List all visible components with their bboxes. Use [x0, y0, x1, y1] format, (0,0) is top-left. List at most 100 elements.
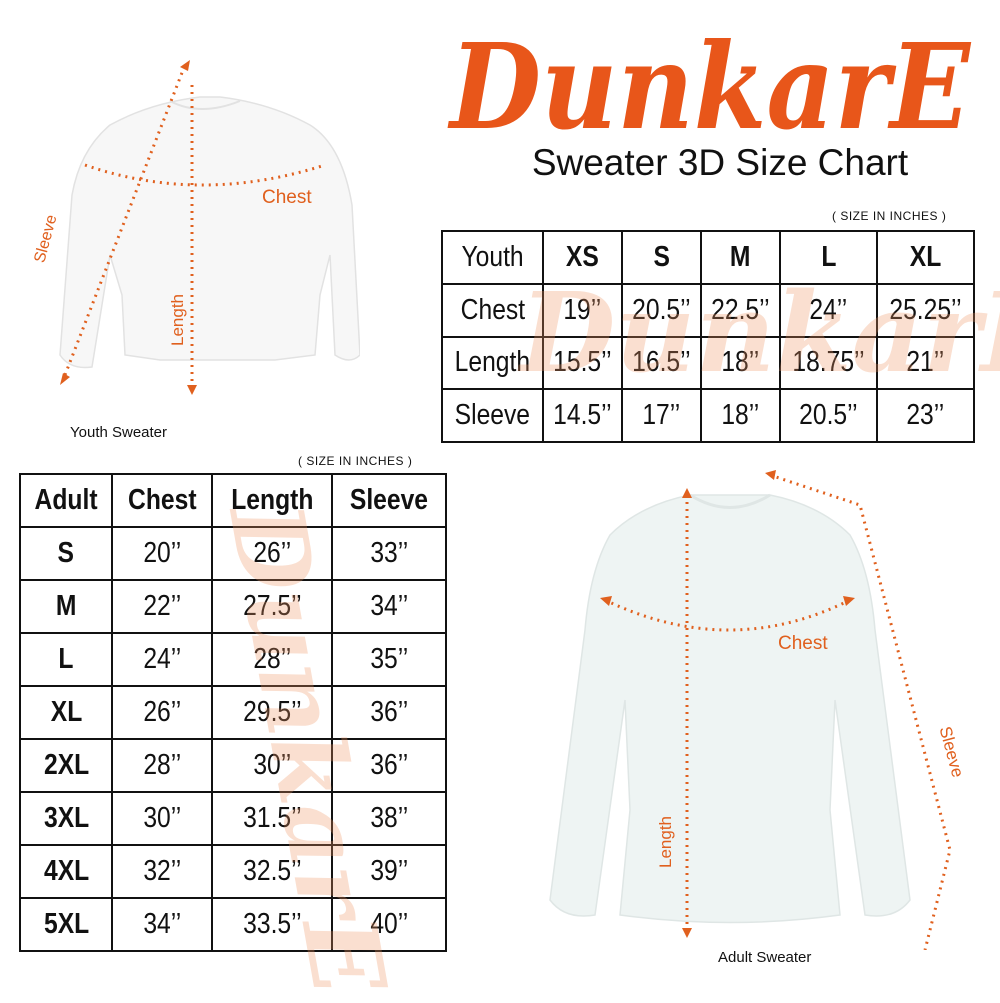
cell-text: 22.5’’	[711, 293, 770, 326]
table-cell: 19’’	[542, 282, 624, 338]
cell-text: 18.75’’	[792, 346, 865, 379]
cell-text: 20.5’’	[799, 399, 858, 432]
table-row: Chest 19’’ 20.5’’ 22.5’’ 24’’ 25.25’’	[440, 282, 975, 338]
cell-text: Sleeve	[454, 399, 531, 432]
cell-text: 27.5’’	[242, 590, 302, 622]
table-cell: 26’’	[211, 526, 334, 581]
row-label: Chest	[440, 282, 545, 338]
cell-text: Length	[454, 346, 531, 379]
table-cell: 18’’	[700, 335, 782, 391]
cell-text: 2XL	[43, 749, 89, 781]
header-cell: Sleeve	[331, 473, 447, 528]
cell-text: 18’’	[721, 399, 760, 432]
adult-chest-label: Chest	[778, 633, 828, 654]
table-header-row: Youth XS S M L XL	[440, 230, 975, 285]
cell-text: 30’’	[253, 749, 292, 781]
cell-text: 36’’	[370, 696, 408, 728]
table-cell: 24’’	[779, 282, 879, 338]
cell-text: 28’’	[253, 643, 292, 675]
cell-text: 5XL	[43, 908, 89, 940]
cell-text: 28’’	[143, 749, 182, 781]
table-cell: 34’’	[331, 579, 447, 634]
cell-text: 31.5’’	[242, 802, 302, 834]
cell-text: 21’’	[906, 346, 945, 379]
cell-text: 36’’	[370, 749, 408, 781]
table-row: 5XL 34’’ 33.5’’ 40’’	[18, 897, 447, 952]
brand-logo: DunkarE	[447, 17, 971, 156]
table-cell: 22’’	[111, 579, 214, 634]
table-cell: 18’’	[700, 388, 782, 443]
cell-text: L	[58, 643, 74, 675]
table-cell: 36’’	[331, 738, 447, 793]
youth-length-label: Length	[168, 294, 187, 346]
cell-text: 24’’	[143, 643, 182, 675]
header-label: Length	[231, 484, 314, 516]
header-cell: Chest	[111, 473, 214, 528]
row-label: Length	[440, 335, 545, 391]
table-cell: 24’’	[111, 632, 214, 687]
header-cell: Adult	[18, 473, 114, 528]
header-label: L	[821, 240, 837, 273]
table-row: 4XL 32’’ 32.5’’ 39’’	[18, 844, 447, 899]
header-cell: S	[621, 230, 703, 285]
header-label: Chest	[128, 484, 197, 516]
adult-caption: Adult Sweater	[718, 949, 812, 966]
cell-text: XL	[50, 696, 82, 728]
cell-text: 30’’	[143, 802, 182, 834]
cell-text: 20’’	[143, 537, 182, 569]
table-cell: 17’’	[621, 388, 703, 443]
youth-caption: Youth Sweater	[70, 424, 168, 441]
cell-text: 22’’	[143, 590, 182, 622]
cell-text: 32.5’’	[242, 855, 302, 887]
header-cell: XS	[542, 230, 624, 285]
cell-text: 18’’	[721, 346, 760, 379]
table-cell: 30’’	[211, 738, 334, 793]
table-cell: 32’’	[111, 844, 214, 899]
table-cell: 25.25’’	[876, 282, 975, 338]
table-cell: 23’’	[876, 388, 975, 443]
header-label: Adult	[34, 484, 98, 516]
header-label: M	[730, 240, 751, 273]
table-cell: 21’’	[876, 335, 975, 391]
cell-text: 35’’	[370, 643, 408, 675]
table-row: S 20’’ 26’’ 33’’	[18, 526, 447, 581]
cell-text: 32’’	[143, 855, 182, 887]
table-cell: 28’’	[211, 632, 334, 687]
table-row: XL 26’’ 29.5’’ 36’’	[18, 685, 447, 740]
cell-text: 29.5’’	[242, 696, 302, 728]
table-cell: 40’’	[331, 897, 447, 952]
cell-text: 17’’	[642, 399, 681, 432]
table-row: 3XL 30’’ 31.5’’ 38’’	[18, 791, 447, 846]
page-title: Sweater 3D Size Chart	[531, 142, 909, 183]
table-row: L 24’’ 28’’ 35’’	[18, 632, 447, 687]
table-cell: 38’’	[331, 791, 447, 846]
header-cell: M	[700, 230, 782, 285]
cell-text: 20.5’’	[632, 293, 691, 326]
table-cell: 20.5’’	[779, 388, 879, 443]
header-cell: L	[779, 230, 879, 285]
cell-text: 16.5’’	[632, 346, 691, 379]
table-cell: 36’’	[331, 685, 447, 740]
row-label: 5XL	[18, 897, 114, 952]
table-header-row: Adult Chest Length Sleeve	[18, 473, 447, 528]
row-label: 3XL	[18, 791, 114, 846]
youth-sweater-illustration	[59, 60, 360, 395]
table-cell: 32.5’’	[211, 844, 334, 899]
cell-text: M	[55, 590, 77, 622]
youth-chest-label: Chest	[262, 187, 312, 208]
row-label: L	[18, 632, 114, 687]
cell-text: 23’’	[906, 399, 945, 432]
row-label: 2XL	[18, 738, 114, 793]
cell-text: 19’’	[563, 293, 602, 326]
table-cell: 29.5’’	[211, 685, 334, 740]
table-cell: 16.5’’	[621, 335, 703, 391]
cell-text: Chest	[460, 293, 525, 326]
cell-text: 14.5’’	[553, 399, 612, 432]
table-cell: 31.5’’	[211, 791, 334, 846]
table-cell: 30’’	[111, 791, 214, 846]
cell-text: 34’’	[370, 590, 408, 622]
table-row: 2XL 28’’ 30’’ 36’’	[18, 738, 447, 793]
cell-text: 33’’	[370, 537, 408, 569]
cell-text: 39’’	[370, 855, 408, 887]
table-cell: 33.5’’	[211, 897, 334, 952]
